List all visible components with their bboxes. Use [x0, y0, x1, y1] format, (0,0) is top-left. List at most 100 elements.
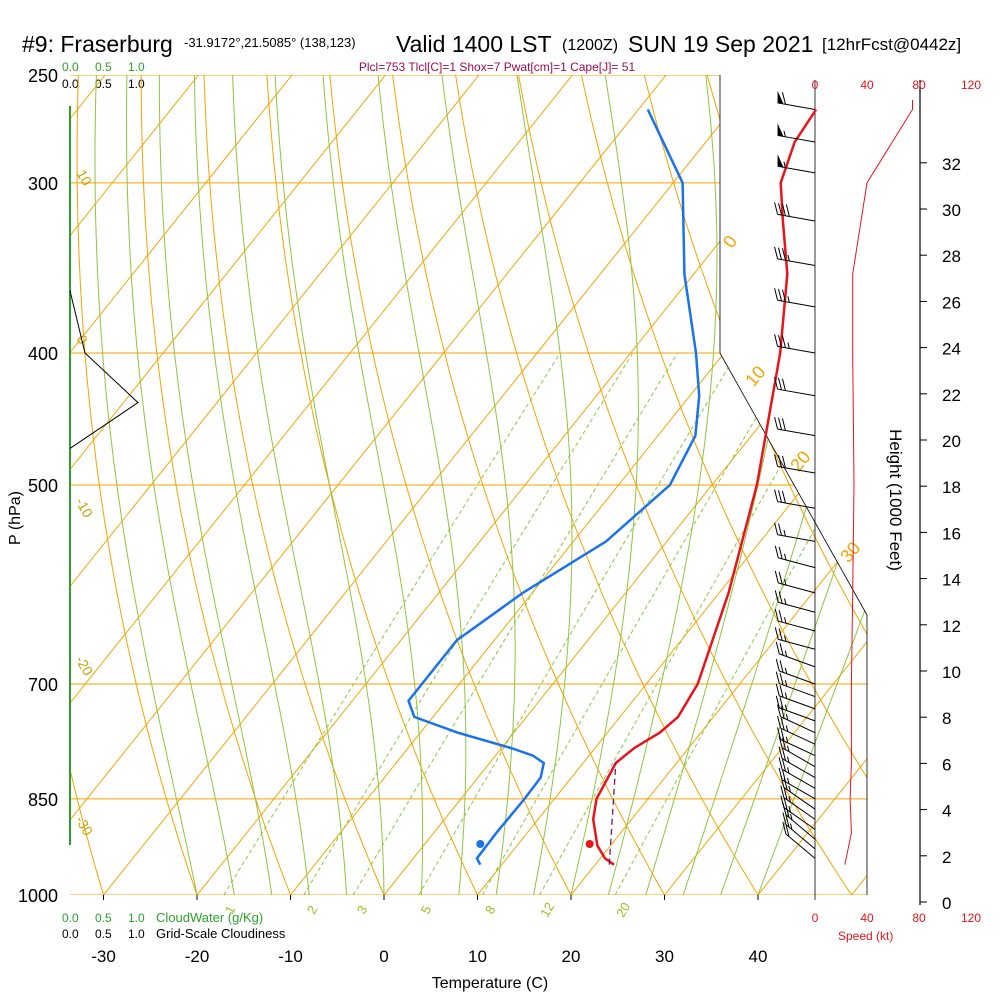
wind-barb	[777, 716, 816, 745]
isotherm-line	[70, 75, 199, 237]
wind-barb-shaft	[778, 620, 816, 632]
valid-time: Valid 1400 LST	[396, 31, 552, 57]
wind-barb-feather	[782, 821, 787, 835]
forecast-label: [12hrFcst@0442z]	[822, 35, 961, 54]
wind-barb-flag	[777, 123, 784, 137]
speed-tick-label-top: 40	[860, 78, 874, 92]
station-title: #9: Fraserburg	[22, 31, 173, 57]
wind-barb-shaft	[778, 582, 816, 594]
wind-barb-half-feather	[784, 598, 787, 605]
wind-barb-feather	[778, 202, 783, 216]
plot-mask	[720, 75, 867, 615]
wind-barb-shaft	[777, 465, 816, 474]
wind-barb	[774, 416, 816, 437]
wind-barb-shaft	[777, 299, 816, 308]
cloudiness-tick-top-2: 1.0	[128, 77, 145, 91]
height-tick-label: 18	[942, 478, 961, 497]
temperature-tick-label: 40	[749, 947, 768, 966]
mixing-ratio-label: 2	[304, 903, 321, 917]
wind-barb-half-feather	[784, 578, 787, 586]
temperature-tick-label: -20	[185, 947, 210, 966]
wind-barb-shaft	[779, 683, 816, 698]
wind-barb-feather	[774, 454, 779, 467]
wind-barb-half-feather	[787, 254, 790, 262]
speed-tick-label-bottom: 40	[860, 911, 874, 925]
speed-tick-label-bottom: 80	[912, 911, 926, 925]
cloudiness-tick-bottom-1: 0.5	[95, 927, 112, 941]
wind-barb	[775, 641, 816, 668]
dry-adiabat-line	[329, 75, 572, 895]
frame-diagonal	[719, 352, 868, 616]
sounding-indices: Plcl=753 Tlcl[C]=1 Shox=7 Pwat[cm]=1 Cap…	[359, 60, 636, 74]
wind-barb	[782, 821, 816, 859]
wind-barb-half-feather	[784, 617, 787, 624]
cloudwater-tick-bottom-0: 0.0	[62, 911, 79, 925]
wind-barb-feather	[781, 248, 786, 261]
moist-adiabat-label: -30	[72, 813, 96, 839]
wind-barb-half-feather	[785, 725, 789, 732]
wind-barb	[777, 123, 816, 143]
moist-adiabat-line	[125, 75, 235, 895]
pressure-tick-label: 300	[28, 174, 58, 194]
moist-adiabat-line	[274, 75, 385, 895]
wind-barb-feather	[779, 685, 784, 698]
dry-adiabat-line	[643, 75, 867, 636]
wind-barb	[778, 746, 816, 779]
wind-barb-feather	[778, 571, 783, 585]
wind-barb-half-feather	[785, 736, 789, 744]
wind-barb-feather	[774, 545, 779, 558]
wind-barb	[778, 735, 816, 768]
wind-barb-feather	[780, 717, 785, 730]
wind-barb-half-feather	[784, 704, 788, 711]
wind-barb-shaft	[778, 601, 816, 613]
wind-barb-shaft	[780, 727, 816, 745]
wind-barb-flag	[777, 90, 784, 104]
wind-barb	[777, 727, 816, 757]
wind-barb-feather	[785, 824, 790, 837]
mixing-ratio-line	[614, 434, 867, 895]
wind-barb-shaft	[780, 739, 816, 757]
station-coords: -31.9172°,21.5085° (138,123)	[184, 35, 356, 50]
cloudiness-tick-top-0: 0.0	[62, 77, 79, 91]
height-tick-label: 16	[942, 524, 961, 543]
mixing-ratio-label: 8	[482, 903, 499, 917]
wind-barb-half-feather	[787, 756, 790, 763]
temperature-profile	[591, 108, 818, 866]
wind-barb-feather	[778, 591, 783, 604]
wind-barb-feather	[774, 202, 779, 215]
temperature-tick-label: 0	[379, 947, 388, 966]
wind-barb-feather	[783, 777, 788, 790]
wind-barb-feather	[779, 697, 784, 710]
isotherm-line	[70, 75, 386, 471]
dry-adiabat-line	[455, 75, 759, 895]
mixing-ratio-label: 5	[418, 903, 435, 917]
height-tick-label: 28	[942, 247, 961, 266]
wind-barb	[775, 671, 816, 698]
mixing-ratio-label: 3	[354, 903, 371, 917]
mixing-ratio-line	[418, 352, 738, 895]
wind-barb-half-feather	[790, 813, 793, 821]
wind-barb-feather	[774, 288, 779, 301]
wind-barb	[774, 522, 816, 542]
y-axis-title: P (hPa)	[7, 491, 24, 545]
wind-barb-half-feather	[785, 713, 789, 721]
wind-barb-feather	[777, 704, 782, 717]
dewpoint-profile	[407, 108, 701, 866]
wind-panel	[774, 90, 913, 865]
wind-barb-shaft	[779, 707, 816, 722]
valid-utc: (1200Z)	[562, 37, 618, 54]
wind-barb-feather	[774, 627, 779, 640]
wind-barb-feather	[778, 628, 783, 641]
background-grid	[70, 75, 867, 895]
wind-barb-shaft	[781, 758, 816, 779]
wind-barb-feather	[782, 748, 787, 761]
wind-barb-shaft	[778, 638, 816, 650]
wind-barb-half-feather	[787, 767, 790, 774]
wind-barb-feather	[778, 455, 783, 468]
wind-barb-shaft	[778, 557, 816, 569]
wind-barb-shaft	[785, 833, 816, 859]
wind-barb-half-feather	[784, 635, 787, 642]
parcel-path	[608, 762, 617, 865]
isotherm-line	[70, 75, 293, 354]
